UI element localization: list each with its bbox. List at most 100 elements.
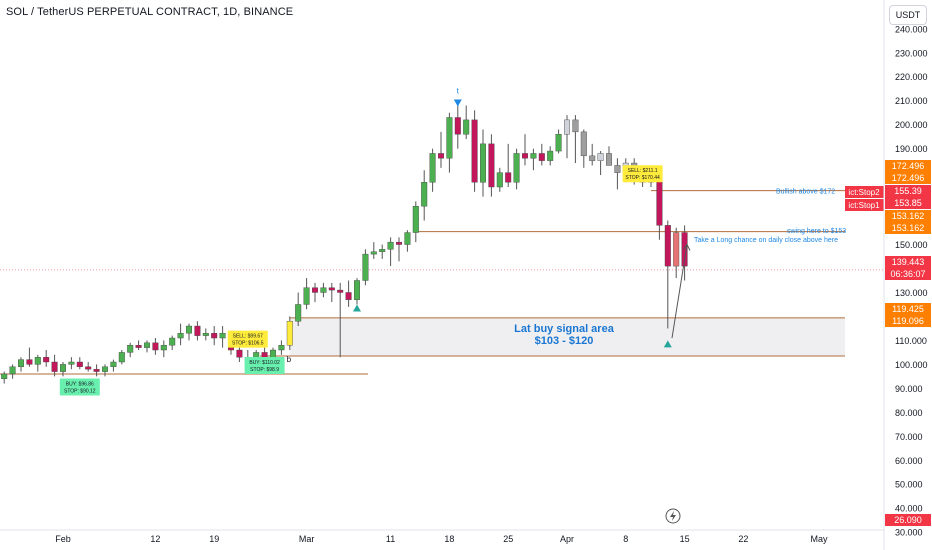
price-axis-label: 06:36:07 <box>890 269 925 279</box>
candle-body <box>522 153 529 159</box>
y-tick-label: 130.000 <box>895 288 928 298</box>
y-tick-label: 230.000 <box>895 48 928 58</box>
candle-body <box>547 150 554 161</box>
candle-body <box>312 287 319 293</box>
zone-range: $103 - $120 <box>535 335 594 347</box>
candle-body <box>471 119 478 183</box>
candle-body <box>18 359 25 367</box>
stop-label-box <box>845 186 884 198</box>
candle-body <box>362 253 369 281</box>
candle-body <box>236 349 243 358</box>
lightning-bolt <box>670 511 676 521</box>
candle-body <box>118 352 125 363</box>
candle-body <box>505 172 512 183</box>
candle-body <box>143 342 150 348</box>
candle-body <box>421 182 428 207</box>
buy-zone-area <box>289 317 845 357</box>
price-axis-label: 155.39 <box>894 186 922 196</box>
candle-body <box>606 153 613 166</box>
candle-body <box>463 119 470 135</box>
y-tick-label: 50.000 <box>895 480 923 490</box>
x-tick-label: 11 <box>386 534 395 544</box>
price-axis-label-box <box>885 185 931 197</box>
buy-signal-box <box>244 356 285 374</box>
candle-body <box>412 205 419 233</box>
candle-body <box>160 345 167 351</box>
candle-body <box>320 287 327 293</box>
t-signal-icon <box>453 99 462 107</box>
y-tick-label: 40.000 <box>895 504 923 514</box>
b-label: b <box>287 355 292 364</box>
x-tick-label: 19 <box>209 534 219 544</box>
candle-body <box>26 359 33 365</box>
x-tick-label: Feb <box>55 534 71 544</box>
price-axis-label-box <box>885 303 931 315</box>
price-axis-label: 153.85 <box>894 198 922 208</box>
candle-body <box>185 325 192 334</box>
candle-body <box>43 357 50 363</box>
candle-body <box>194 325 201 336</box>
candle-body <box>295 304 302 322</box>
candle-body <box>270 349 277 358</box>
stop-label: ict:Stop1 <box>848 201 880 210</box>
candle-body <box>589 155 596 161</box>
x-tick-label: 8 <box>623 534 628 544</box>
candle-body <box>530 153 537 159</box>
candle-body <box>51 361 58 372</box>
lightning-icon <box>665 508 681 524</box>
candle-body <box>513 153 520 183</box>
candle-body <box>656 177 663 226</box>
candle-body <box>1 373 8 379</box>
candle-body <box>538 153 545 161</box>
price-axis-label-box <box>885 160 931 172</box>
candle-body <box>572 119 579 133</box>
sell-signal-box <box>227 330 268 348</box>
y-tick-label: 190.000 <box>895 144 928 154</box>
price-axis-label-box <box>885 210 931 222</box>
y-tick-label: 90.000 <box>895 384 923 394</box>
candle-body <box>396 241 403 245</box>
candle-body <box>76 361 83 367</box>
candle-body <box>93 368 100 372</box>
x-tick-label: 12 <box>150 534 160 544</box>
candle-body <box>673 232 680 267</box>
price-axis-label-box <box>885 172 931 184</box>
candle-body <box>555 134 562 152</box>
candle-body <box>345 292 352 300</box>
price-axis-label-box <box>885 197 931 209</box>
zone-title: Lat buy signal area <box>514 323 615 335</box>
price-axis-label: 153.162 <box>892 211 925 221</box>
y-tick-label: 220.000 <box>895 72 928 82</box>
y-tick-label: 200.000 <box>895 120 928 130</box>
signal-line: STOP: $170.44 <box>625 175 660 181</box>
price-axis-label-box <box>885 514 931 526</box>
candle-body <box>278 345 285 351</box>
currency-button[interactable]: USDT <box>889 5 927 25</box>
candle-body <box>211 333 218 339</box>
candle-body <box>681 232 688 267</box>
x-tick-label: Apr <box>560 534 574 544</box>
candle-body <box>152 342 159 351</box>
candle-body <box>60 364 67 372</box>
stop-label: ict:Stop2 <box>848 188 880 197</box>
bullish-annotation: Bullish above $172 <box>776 189 835 196</box>
buy-signal-box <box>59 378 100 396</box>
stop-label-box <box>845 199 884 211</box>
candle-body <box>496 172 503 188</box>
long-arrow <box>671 244 688 339</box>
sell-signal-box <box>622 165 663 183</box>
buy-triangle-icon <box>353 304 361 312</box>
x-tick-label: 22 <box>738 534 748 544</box>
chart-title: SOL / TetherUS PERPETUAL CONTRACT, 1D, B… <box>6 6 294 18</box>
y-tick-label: 240.000 <box>895 24 928 34</box>
candle-body <box>337 289 344 293</box>
candle-body <box>110 361 117 367</box>
candle-body <box>488 143 495 188</box>
candle-body <box>454 117 461 135</box>
candle-body <box>127 345 134 353</box>
price-axis-label-box <box>885 315 931 327</box>
price-axis-label: 139.443 <box>892 257 925 267</box>
price-axis-label-box <box>885 222 931 234</box>
candle-body <box>328 287 335 291</box>
x-tick-label: 15 <box>680 534 690 544</box>
